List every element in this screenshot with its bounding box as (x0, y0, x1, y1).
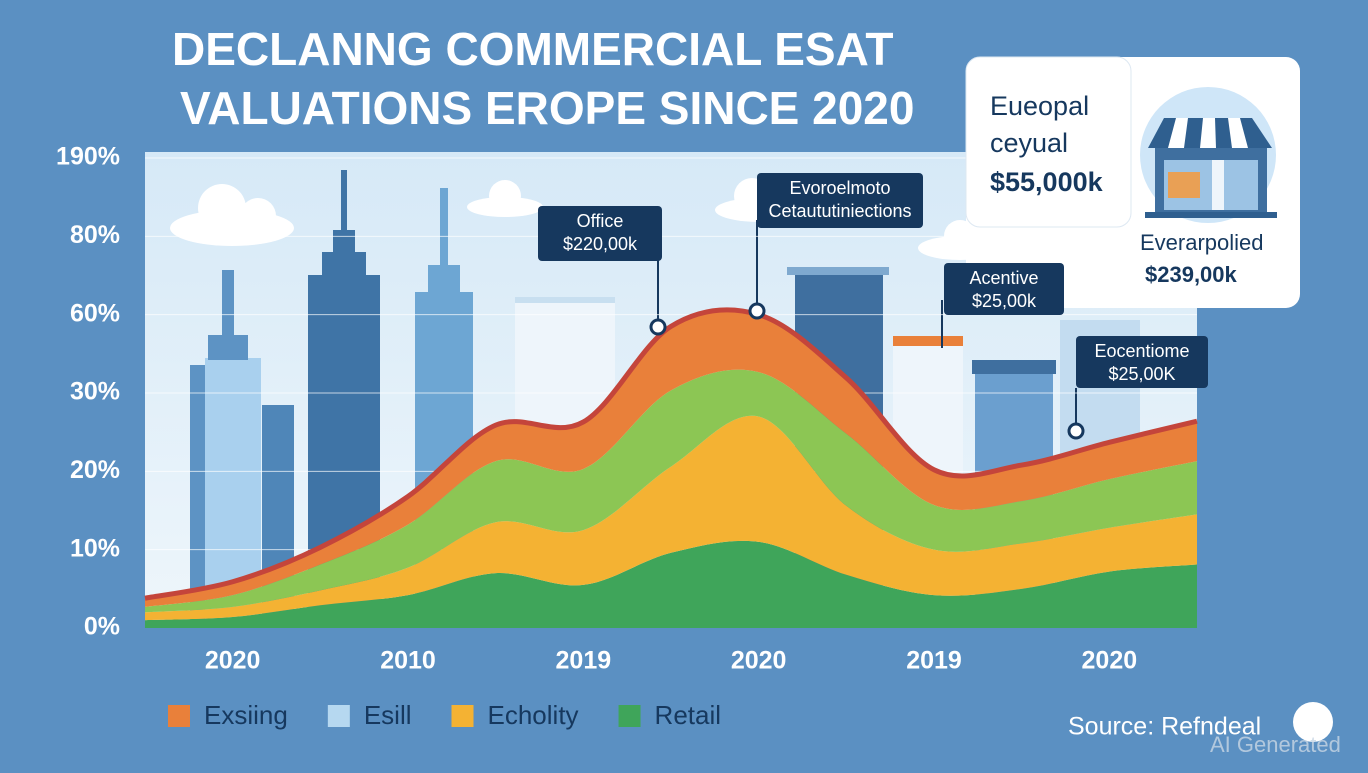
callout-box (757, 173, 923, 228)
callout-text: Evoroelmoto (789, 178, 890, 198)
legend-swatch (327, 705, 350, 727)
callout-box (1076, 336, 1208, 388)
y-tick-label: 30% (70, 378, 120, 406)
card-caption: Everarpolied (1140, 230, 1264, 255)
callout-box (944, 263, 1064, 315)
y-tick-label: 0% (84, 613, 120, 641)
legend-label: Esill (364, 700, 412, 730)
x-tick-label: 2020 (205, 647, 261, 675)
x-tick-label: 2020 (731, 647, 787, 675)
y-tick-label: 80% (70, 221, 120, 249)
y-tick-label: 60% (70, 299, 120, 327)
area-edge (144, 307, 1198, 601)
x-tick-label: 2010 (380, 647, 436, 675)
callout-text: Eocentiome (1094, 341, 1189, 361)
card-title: Eueopal (990, 91, 1089, 121)
card-caption: $239,00k (1145, 262, 1238, 287)
card-title: ceyual (990, 128, 1068, 158)
callout-text: Cetaututiniections (768, 201, 911, 221)
area (145, 415, 1197, 621)
card-value: $55,000k (990, 167, 1104, 197)
callout-text: Acentive (969, 268, 1038, 288)
y-tick-label: 190% (56, 143, 120, 171)
callout-text: $25,00k (972, 291, 1037, 311)
legend-label: Exsiing (204, 700, 288, 730)
x-tick-label: 2019 (556, 647, 612, 675)
x-tick-label: 2019 (906, 647, 962, 675)
source: Source: Refndeal (1068, 713, 1261, 741)
legend-swatch (168, 705, 190, 727)
callout-text: $25,00K (1108, 364, 1175, 384)
logo (1293, 702, 1333, 742)
x-tick-label: 2020 (1082, 647, 1138, 675)
legend-label: Echolity (488, 700, 579, 730)
area (145, 540, 1197, 628)
area (145, 369, 1197, 613)
callout-box (538, 206, 662, 261)
legend-swatch (451, 705, 474, 727)
y-tick-label: 10% (70, 534, 120, 562)
shop-icon (1145, 118, 1277, 218)
legend-label: Retail (655, 700, 721, 730)
info-card-inner (965, 56, 1132, 228)
watermark: AI Generated (1210, 732, 1341, 757)
chart-title: VALUATIONS EROPE SINCE 2020 (180, 82, 914, 134)
callout-text: Office (577, 211, 624, 231)
callout-text: $220,00k (563, 234, 638, 254)
chart-title: DECLANNG COMMERCIAL ESAT (172, 23, 894, 75)
y-tick-label: 20% (70, 456, 120, 484)
legend-swatch (618, 705, 641, 727)
annotation-dots (649, 302, 1085, 440)
